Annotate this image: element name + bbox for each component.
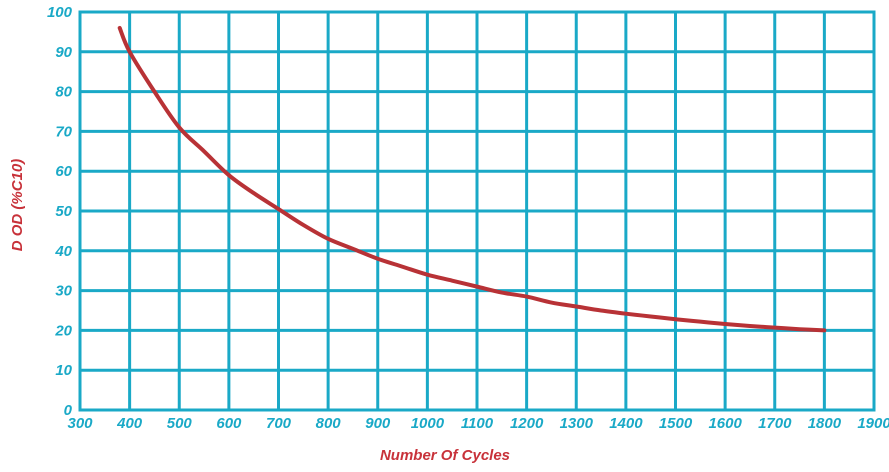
y-tick-label: 30: [55, 283, 72, 300]
y-tick-label: 10: [55, 362, 72, 379]
grid: [78, 10, 876, 412]
y-tick-label: 0: [64, 402, 73, 419]
x-tick-label: 700: [266, 415, 292, 432]
x-tick-label: 1000: [411, 415, 445, 432]
x-tick-label: 600: [216, 415, 242, 432]
y-tick-label: 90: [55, 44, 72, 61]
x-tick-label: 800: [316, 415, 342, 432]
series-line-0: [117, 25, 827, 333]
x-axis-title: Number Of Cycles: [380, 447, 510, 464]
y-tick-label: 60: [55, 163, 72, 180]
x-tick-label: 400: [116, 415, 143, 432]
x-tick-label: 1700: [758, 415, 792, 432]
x-axis-ticks: 300 400 500 600 700 800 900 1000 1100 1200 1300 140…: [67, 415, 889, 432]
y-tick-label: 40: [54, 243, 72, 260]
x-tick-label: 1500: [659, 415, 693, 432]
x-tick-label: 900: [365, 415, 391, 432]
x-tick-label: 1800: [808, 415, 842, 432]
x-tick-label: 300: [67, 415, 93, 432]
x-tick-label: 1100: [461, 415, 494, 432]
x-tick-label: 1900: [857, 415, 889, 432]
x-tick-label: 1400: [609, 415, 643, 432]
x-tick-label: 500: [167, 415, 193, 432]
y-axis-title: D OD (%C10): [9, 159, 26, 252]
x-tick-label: 1200: [510, 415, 544, 432]
y-tick-label: 70: [55, 123, 72, 140]
x-tick-label: 1600: [708, 415, 742, 432]
series-group: [117, 25, 827, 333]
y-tick-label: 80: [55, 84, 72, 101]
y-axis-ticks: 0 10 20 30 40 50 60 70 80 90 100: [47, 4, 73, 419]
y-tick-label: 50: [55, 203, 72, 220]
y-tick-label: 20: [54, 322, 72, 339]
plot-frame: [78, 10, 876, 412]
y-tick-label: 100: [47, 4, 73, 21]
x-tick-label: 1300: [560, 415, 594, 432]
